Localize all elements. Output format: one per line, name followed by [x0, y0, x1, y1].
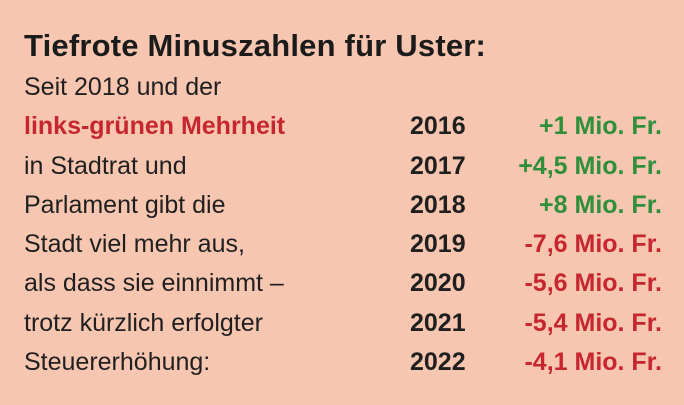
- amount-value: -5,4 Mio. Fr.: [524, 308, 662, 337]
- year-label: 2020: [410, 269, 466, 298]
- amount-value: +8 Mio. Fr.: [539, 190, 662, 219]
- list-row: als dass sie einnimmt – 2020 -5,6 Mio. F…: [0, 264, 684, 303]
- list-row: Seit 2018 und der: [0, 68, 684, 107]
- yearly-results-list: Seit 2018 und der links-grünen Mehrheit …: [0, 68, 684, 382]
- year-label: 2022: [410, 348, 466, 377]
- description-line: Parlament gibt die: [24, 190, 226, 219]
- panel-title: Tiefrote Minuszahlen für Uster:: [24, 28, 487, 63]
- description-line: Seit 2018 und der: [24, 73, 222, 101]
- year-label: 2016: [410, 112, 466, 141]
- list-row: trotz kürzlich erfolgter 2021 -5,4 Mio. …: [0, 304, 684, 343]
- amount-value: -4,1 Mio. Fr.: [524, 348, 662, 377]
- list-row: links-grünen Mehrheit 2016 +1 Mio. Fr.: [0, 107, 684, 146]
- list-row: Parlament gibt die 2018 +8 Mio. Fr.: [0, 186, 684, 225]
- description-line: Steuererhöhung:: [24, 348, 211, 377]
- description-line: trotz kürzlich erfolgter: [24, 308, 263, 337]
- list-row: in Stadtrat und 2017 +4,5 Mio. Fr.: [0, 147, 684, 186]
- year-label: 2017: [410, 151, 466, 180]
- year-label: 2018: [410, 190, 466, 219]
- description-line: in Stadtrat und: [24, 151, 187, 180]
- list-row: Stadt viel mehr aus, 2019 -7,6 Mio. Fr.: [0, 225, 684, 264]
- description-line-highlight: links-grünen Mehrheit: [24, 112, 286, 141]
- amount-value: -5,6 Mio. Fr.: [524, 269, 662, 298]
- amount-value: +4,5 Mio. Fr.: [518, 151, 662, 180]
- amount-value: +1 Mio. Fr.: [539, 112, 662, 141]
- description-line: Stadt viel mehr aus,: [24, 230, 245, 259]
- amount-value: -7,6 Mio. Fr.: [524, 230, 662, 259]
- list-row: Steuererhöhung: 2022 -4,1 Mio. Fr.: [0, 343, 684, 382]
- year-label: 2019: [410, 230, 466, 259]
- year-label: 2021: [410, 308, 466, 337]
- description-line: als dass sie einnimmt –: [24, 269, 284, 298]
